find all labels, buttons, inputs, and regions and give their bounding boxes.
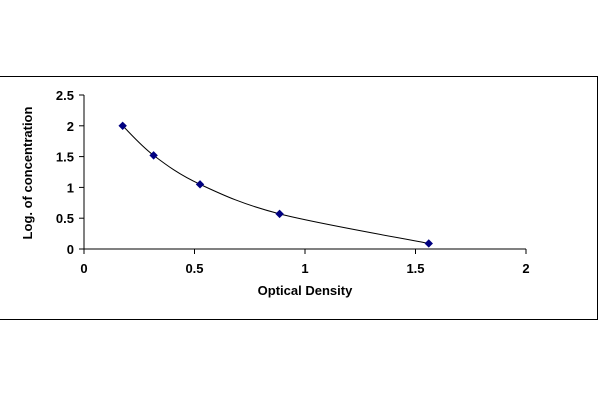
y-tick-label: 1.5	[56, 150, 74, 165]
data-point	[195, 180, 205, 189]
y-tick-label: 2.5	[56, 88, 74, 103]
y-tick-label: 0.5	[56, 211, 74, 226]
trend-curve-layer	[122, 125, 429, 244]
x-tick-label: 1.5	[406, 261, 424, 276]
tick-labels: 0 0.5 1 1.5 2 0 0.5 1 1.5 2 2.5	[56, 88, 530, 276]
x-tick-label: 0	[80, 261, 87, 276]
y-tick-label: 2	[67, 119, 74, 134]
chart-frame	[0, 76, 598, 320]
x-axis-title: Optical Density	[258, 283, 353, 298]
data-point	[275, 209, 284, 219]
data-points	[118, 121, 433, 248]
x-tick-label: 1	[301, 261, 308, 276]
data-point	[118, 121, 127, 131]
x-tick-label: 2	[522, 261, 529, 276]
y-axis-title: Log. of concentration	[20, 107, 35, 240]
y-tick-label: 0	[67, 242, 74, 257]
data-point	[149, 151, 158, 160]
trend-curve	[122, 125, 429, 244]
y-tick-label: 1	[67, 180, 74, 195]
data-point	[424, 239, 433, 248]
x-tick-label: 0.5	[185, 261, 203, 276]
axes	[79, 94, 527, 254]
